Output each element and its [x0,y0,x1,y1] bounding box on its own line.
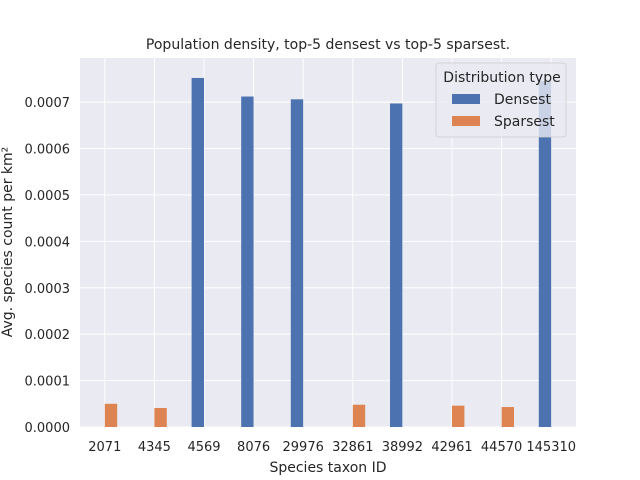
y-tick-label: 0.0005 [25,189,71,204]
x-tick-label: 145310 [526,440,576,455]
x-tick-label: 29976 [283,440,324,455]
bar-densest-145310 [538,81,552,427]
y-tick-label: 0.0002 [25,328,71,343]
y-tick-label: 0.0004 [25,235,71,250]
y-tick-label: 0.0007 [25,96,71,111]
bar-sparsest-42961 [452,405,465,427]
bar-densest-38992 [390,103,403,428]
y-tick-label: 0.0006 [25,143,71,158]
bar-densest-29976 [290,99,304,427]
x-tick-label: 44570 [481,440,522,455]
x-tick-label: 32861 [332,440,373,455]
y-tick-label: 0.0001 [25,375,71,390]
x-tick-label: 4569 [187,440,220,455]
x-tick-label: 4345 [138,440,171,455]
x-tick-label: 2071 [88,440,121,455]
bar-group [104,77,552,428]
x-tick-label: 42961 [431,440,472,455]
legend-label-sparsest: Sparsest [494,114,555,130]
bar-densest-4569 [191,77,204,427]
x-axis-label: Species taxon ID [269,460,386,476]
bar-sparsest-4345 [154,407,167,427]
bar-sparsest-32861 [352,404,366,427]
x-axis: 2071 4345 4569 8076 29976 32861 38992 42961 4457… [88,440,576,455]
y-axis-label: Avg. species count per km² [0,147,16,338]
y-axis: 0.0000 0.0001 0.0002 0.0003 0.0004 0.0005 0.00… [25,96,71,436]
bar-sparsest-44570 [501,407,514,427]
legend-title: Distribution type [443,70,560,86]
x-tick-label: 8076 [237,440,270,455]
bar-sparsest-2071 [104,403,118,427]
y-tick-label: 0.0003 [25,282,71,297]
y-tick-label: 0.0000 [25,421,71,436]
legend-swatch-sparsest [452,116,480,126]
x-tick-label: 38992 [382,440,423,455]
legend: Distribution type Densest Sparsest [435,62,567,138]
chart-title: Population density, top-5 densest vs top… [146,37,510,53]
legend-label-densest: Densest [494,92,551,108]
bar-densest-8076 [241,96,254,427]
legend-swatch-densest [452,94,480,104]
